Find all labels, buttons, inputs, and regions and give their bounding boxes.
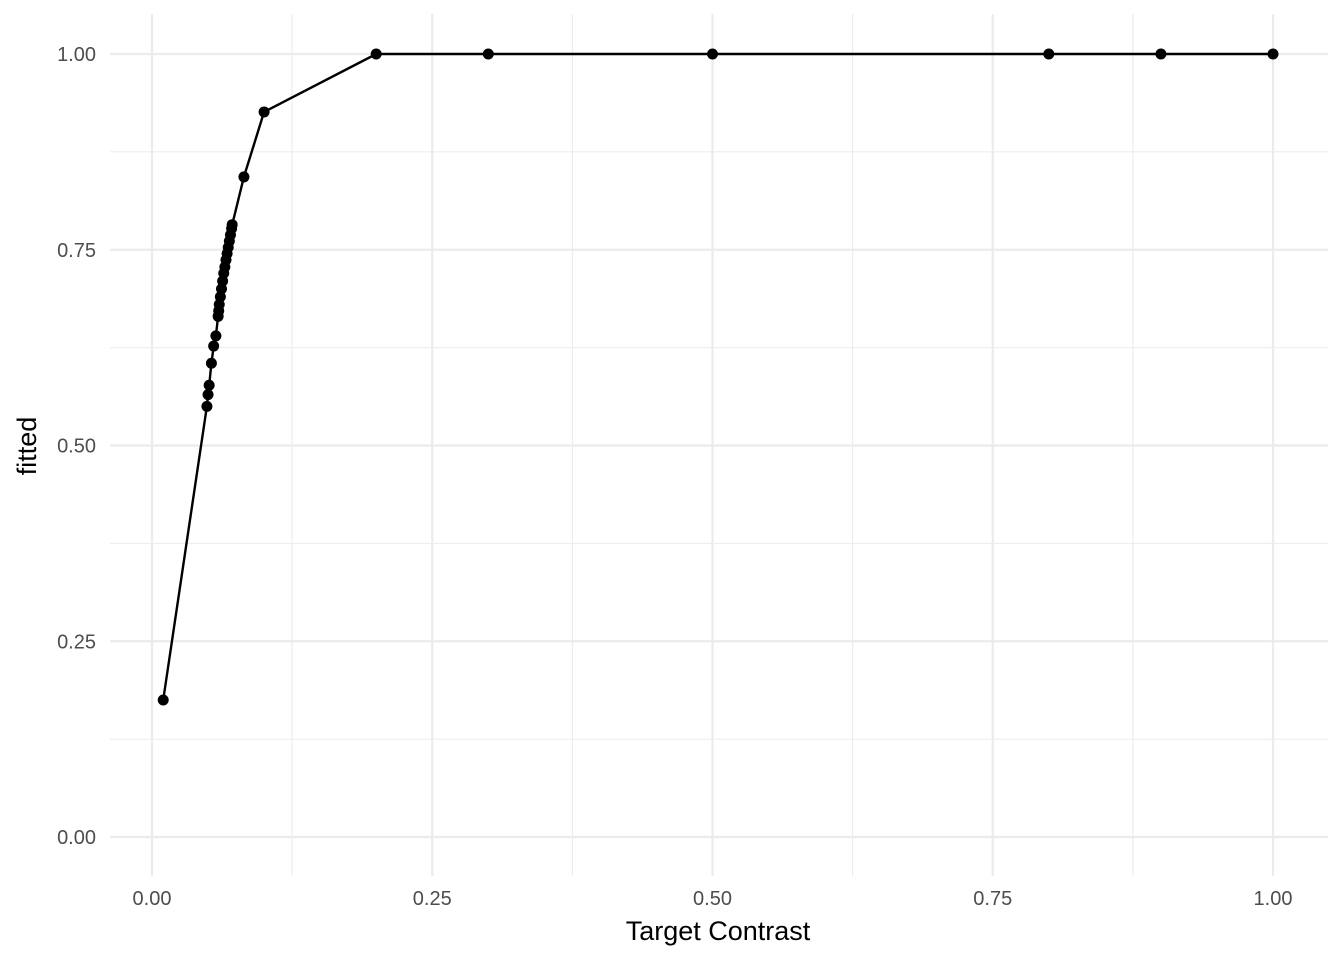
y-tick-label: 0.00 bbox=[57, 827, 96, 849]
data-point bbox=[210, 330, 222, 342]
data-point bbox=[201, 400, 213, 412]
x-tick-label: 1.00 bbox=[1254, 888, 1293, 910]
data-point bbox=[203, 379, 215, 391]
x-tick-label: 0.00 bbox=[133, 888, 172, 910]
series bbox=[157, 48, 1279, 706]
y-tick-label: 0.50 bbox=[57, 436, 96, 458]
y-tick-label: 0.75 bbox=[57, 240, 96, 262]
data-point bbox=[258, 106, 270, 118]
data-point bbox=[1043, 48, 1055, 60]
data-point bbox=[1155, 48, 1167, 60]
x-tick-label: 0.25 bbox=[413, 888, 452, 910]
grid bbox=[110, 14, 1328, 876]
x-axis-title: Target Contrast bbox=[626, 916, 811, 946]
data-point bbox=[707, 48, 718, 60]
data-point bbox=[370, 48, 382, 60]
y-tick-label: 0.25 bbox=[57, 631, 96, 653]
data-point bbox=[157, 694, 169, 706]
y-axis-title: fitted bbox=[12, 417, 42, 476]
y-tick-label: 1.00 bbox=[57, 44, 96, 66]
x-tick-label: 0.50 bbox=[693, 888, 732, 910]
x-axis-ticks: 0.00 0.25 0.50 0.75 1.00 bbox=[133, 888, 1293, 910]
y-axis-ticks: 0.00 0.25 0.50 0.75 1.00 bbox=[57, 44, 96, 849]
x-tick-label: 0.75 bbox=[973, 888, 1012, 910]
data-point bbox=[1267, 48, 1279, 60]
data-point bbox=[226, 219, 238, 231]
data-point bbox=[208, 340, 220, 352]
data-point bbox=[202, 389, 214, 401]
data-point bbox=[482, 48, 494, 60]
data-point bbox=[238, 171, 250, 183]
data-point bbox=[205, 357, 217, 369]
series-line bbox=[162, 52, 1273, 701]
